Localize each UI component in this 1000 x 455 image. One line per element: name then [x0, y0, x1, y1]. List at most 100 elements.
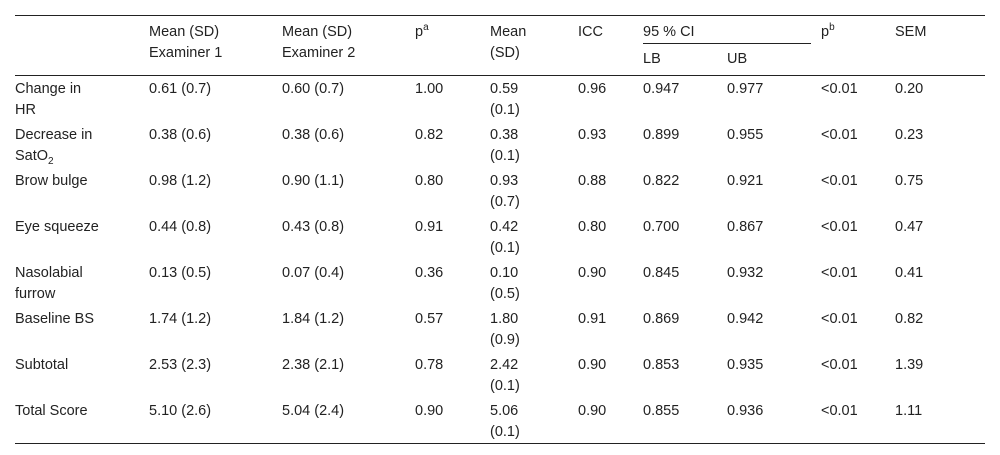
cell-sd: (0.1): [490, 378, 520, 394]
cell-icc: 0.90: [578, 357, 607, 373]
cell-icc: 0.88: [578, 173, 607, 189]
cell-mean-sd: 0.38 (0.1): [490, 123, 578, 169]
cell-ex1: 0.98 (1.2): [149, 173, 212, 189]
header-icc: ICC: [578, 15, 643, 76]
cell-mean-sd: 0.59 (0.1): [490, 76, 578, 124]
row-label: Eye squeeze: [15, 215, 149, 261]
cell-lb: 0.853: [643, 357, 680, 373]
cell-ex2: 0.38 (0.6): [282, 127, 345, 143]
cell-sd: (0.5): [490, 286, 520, 302]
header-p-a-superscript: a: [423, 22, 429, 34]
row-label-line1: Total Score: [15, 403, 88, 419]
row-label-line1: Change in: [15, 81, 82, 97]
table-row: Brow bulge 0.98 (1.2) 0.90 (1.1) 0.80 0.93 (0…: [15, 169, 985, 215]
row-label-subscript: 2: [48, 155, 54, 167]
header-mean-line2: (SD): [490, 45, 520, 61]
cell-lb: 0.855: [643, 399, 727, 444]
table-row: Total Score 5.10 (2.6) 5.04 (2.4) 0.90 5.06(…: [15, 399, 985, 444]
cell-ex2: 0.90 (1.1): [282, 173, 345, 189]
row-label-line2: furrow: [15, 286, 56, 302]
table-container: Mean (SD) Examiner 1 Mean (SD) Examiner 2 …: [15, 15, 985, 444]
header-label: [15, 15, 149, 76]
cell-lb: 0.947: [643, 81, 680, 97]
reliability-table: Mean (SD) Examiner 1 Mean (SD) Examiner 2 …: [15, 15, 985, 444]
cell-ex1: 0.38 (0.6): [149, 127, 212, 143]
header-lb: LB: [643, 43, 727, 76]
cell-pa: 0.78: [415, 357, 444, 373]
header-mean-sd: Mean (SD): [490, 15, 578, 76]
cell-sd: (0.9): [490, 332, 520, 348]
cell-ex2: 0.07 (0.4): [282, 265, 345, 281]
cell-pb: <0.01: [821, 127, 858, 143]
header-p-a: pa: [415, 15, 490, 76]
row-label: Subtotal: [15, 353, 149, 399]
cell-ex2: 1.84 (1.2): [282, 311, 345, 327]
cell-sem: 1.11: [895, 399, 985, 444]
cell-sem: 0.41: [895, 265, 924, 281]
cell-sem: 0.23: [895, 127, 924, 143]
cell-mean: 0.42: [490, 219, 519, 235]
header-p-a-base: p: [415, 24, 424, 40]
cell-pa: 0.91: [415, 219, 444, 235]
cell-mean: 2.42: [490, 357, 519, 373]
cell-sem: 0.47: [895, 219, 924, 235]
cell-ex2: 0.43 (0.8): [282, 219, 345, 235]
cell-ex1: 0.44 (0.8): [149, 219, 212, 235]
cell-ub: 0.936: [727, 399, 811, 444]
header-mean-examiner-1-line1: Mean (SD): [149, 24, 220, 40]
cell-ex2: 0.60 (0.7): [282, 81, 345, 97]
cell-mean-sd: 0.42 (0.1): [490, 215, 578, 261]
table-row: Subtotal 2.53 (2.3) 2.38 (2.1) 0.78 2.42 (0.1…: [15, 353, 985, 399]
cell-pb: <0.01: [821, 265, 858, 281]
cell-lb: 0.700: [643, 219, 680, 235]
table-row: Baseline BS 1.74 (1.2) 1.84 (1.2) 0.57 1.80 (…: [15, 307, 985, 353]
cell-ex1: 2.53 (2.3): [149, 357, 212, 373]
cell-ub: 0.977: [727, 81, 764, 97]
row-label: Baseline BS: [15, 307, 149, 353]
cell-pb: <0.01: [821, 173, 858, 189]
cell-lb: 0.899: [643, 127, 680, 143]
row-label: Nasolabial furrow: [15, 261, 149, 307]
header-mean-examiner-2: Mean (SD) Examiner 2: [282, 15, 415, 76]
header-p-b-superscript: b: [829, 22, 835, 34]
cell-ex1: 5.10 (2.6): [149, 399, 282, 444]
cell-mean: 0.38: [490, 127, 519, 143]
cell-sd: (0.7): [490, 194, 520, 210]
cell-pb: <0.01: [821, 219, 858, 235]
cell-pa: 0.90: [415, 399, 490, 444]
cell-icc: 0.90: [578, 265, 607, 281]
cell-mean-sd: 5.06 (0.1): [490, 399, 578, 444]
row-label-line1: Subtotal: [15, 357, 69, 373]
cell-mean-sd: 0.10 (0.5): [490, 261, 578, 307]
table-row: Nasolabial furrow 0.13 (0.5) 0.07 (0.4) 0.36…: [15, 261, 985, 307]
cell-pb: <0.01: [821, 311, 858, 327]
cell-pa: 0.80: [415, 173, 444, 189]
cell-sem: 1.39: [895, 357, 924, 373]
cell-lb: 0.869: [643, 311, 680, 327]
row-label-line1: Nasolabial: [15, 265, 83, 281]
cell-mean: 0.59: [490, 81, 519, 97]
cell-sd: (0.1): [490, 102, 520, 118]
cell-ub: 0.935: [727, 357, 764, 373]
row-label: Decrease in SatO2: [15, 123, 149, 169]
cell-icc: 0.80: [578, 219, 607, 235]
cell-pa: 1.00: [415, 81, 444, 97]
row-label: Brow bulge: [15, 169, 149, 215]
cell-sd: (0.1): [490, 240, 520, 256]
cell-pa: 0.82: [415, 127, 444, 143]
cell-mean-sd: 1.80 (0.9): [490, 307, 578, 353]
cell-pb: <0.01: [821, 357, 858, 373]
cell-mean: 0.93: [490, 173, 519, 189]
cell-pb: <0.01: [811, 399, 895, 444]
header-95-ci: 95 % CI: [643, 15, 811, 44]
cell-pa: 0.36: [415, 265, 444, 281]
header-mean-examiner-1-line2: Examiner 1: [149, 45, 223, 61]
cell-pa: 0.57: [415, 311, 444, 327]
table-row: Eye squeeze 0.44 (0.8) 0.43 (0.8) 0.91 0.42 (…: [15, 215, 985, 261]
cell-mean-sd: 0.93 (0.7): [490, 169, 578, 215]
cell-lb: 0.845: [643, 265, 680, 281]
row-label-line1: Eye squeeze: [15, 219, 99, 235]
table-body: Change in HR 0.61 (0.7) 0.60 (0.7) 1.00 0.59 (…: [15, 76, 985, 444]
cell-ex2: 2.38 (2.1): [282, 357, 345, 373]
header-ub: UB: [727, 43, 811, 76]
